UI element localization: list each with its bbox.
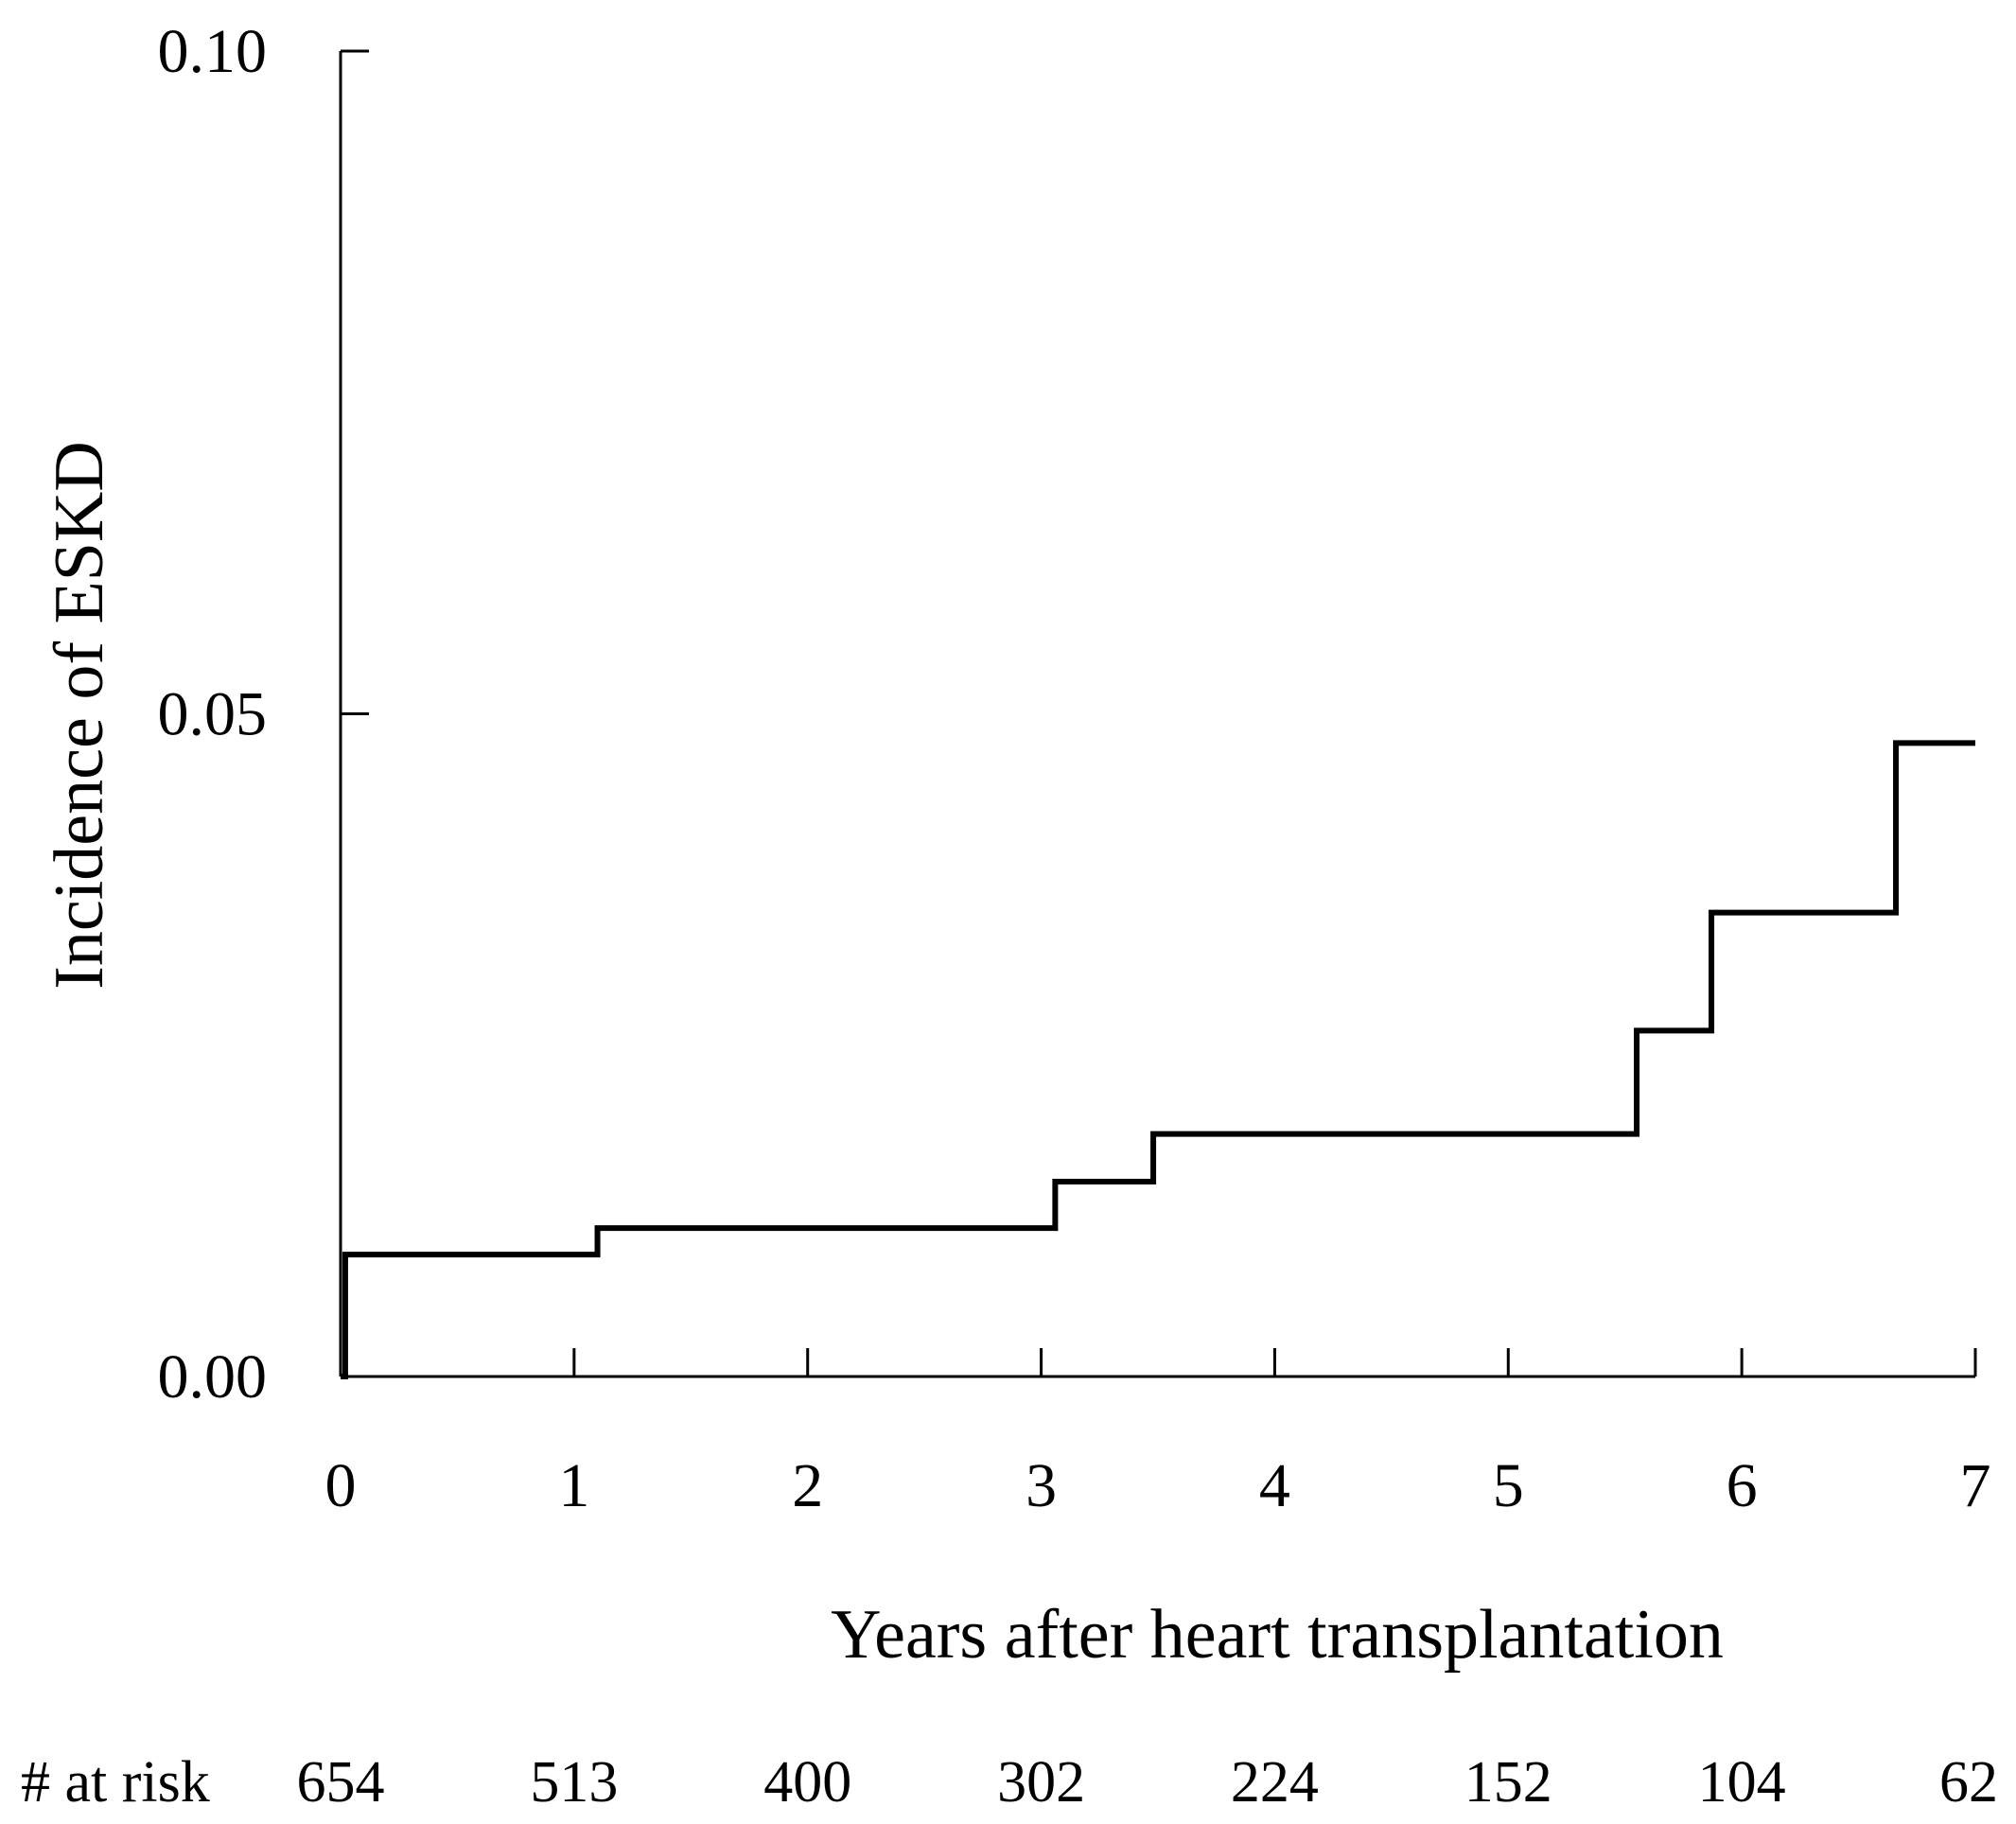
- y-tick-label: 0.05: [158, 680, 268, 749]
- x-tick-label: 4: [1259, 1451, 1290, 1520]
- incidence-step-line: [341, 740, 1975, 1379]
- x-tick-label: 1: [558, 1451, 589, 1520]
- y-tick-label: 0.10: [158, 17, 268, 86]
- risk-table-label: # at risk: [21, 1750, 210, 1815]
- series-group: [341, 740, 1975, 1379]
- risk-value: 400: [763, 1750, 851, 1815]
- x-tick-label: 6: [1727, 1451, 1758, 1520]
- x-axis-title: Years after heart transplantation: [831, 1596, 1724, 1674]
- risk-value: 104: [1698, 1750, 1786, 1815]
- risk-value: 513: [530, 1750, 618, 1815]
- y-ticks: 0.00 0.05 0.10: [158, 17, 369, 1412]
- y-axis-title: Incidence of ESKD: [41, 441, 118, 989]
- risk-value: 654: [297, 1750, 385, 1815]
- risk-value: 62: [1939, 1750, 1998, 1815]
- x-tick-label: 2: [792, 1451, 823, 1520]
- risk-value: 224: [1231, 1750, 1319, 1815]
- risk-value: 302: [997, 1750, 1085, 1815]
- x-tick-label: 5: [1493, 1451, 1524, 1520]
- x-ticks: 0 1 2 3 4 5 6 7: [325, 1348, 1991, 1520]
- x-tick-label: 3: [1026, 1451, 1057, 1520]
- risk-value: 152: [1464, 1750, 1552, 1815]
- x-tick-label: 0: [325, 1451, 357, 1520]
- x-tick-label: 7: [1960, 1451, 1991, 1520]
- y-tick-label: 0.00: [158, 1342, 268, 1412]
- risk-table: # at risk 654 513 400 302 224 152 104 62: [21, 1750, 1998, 1815]
